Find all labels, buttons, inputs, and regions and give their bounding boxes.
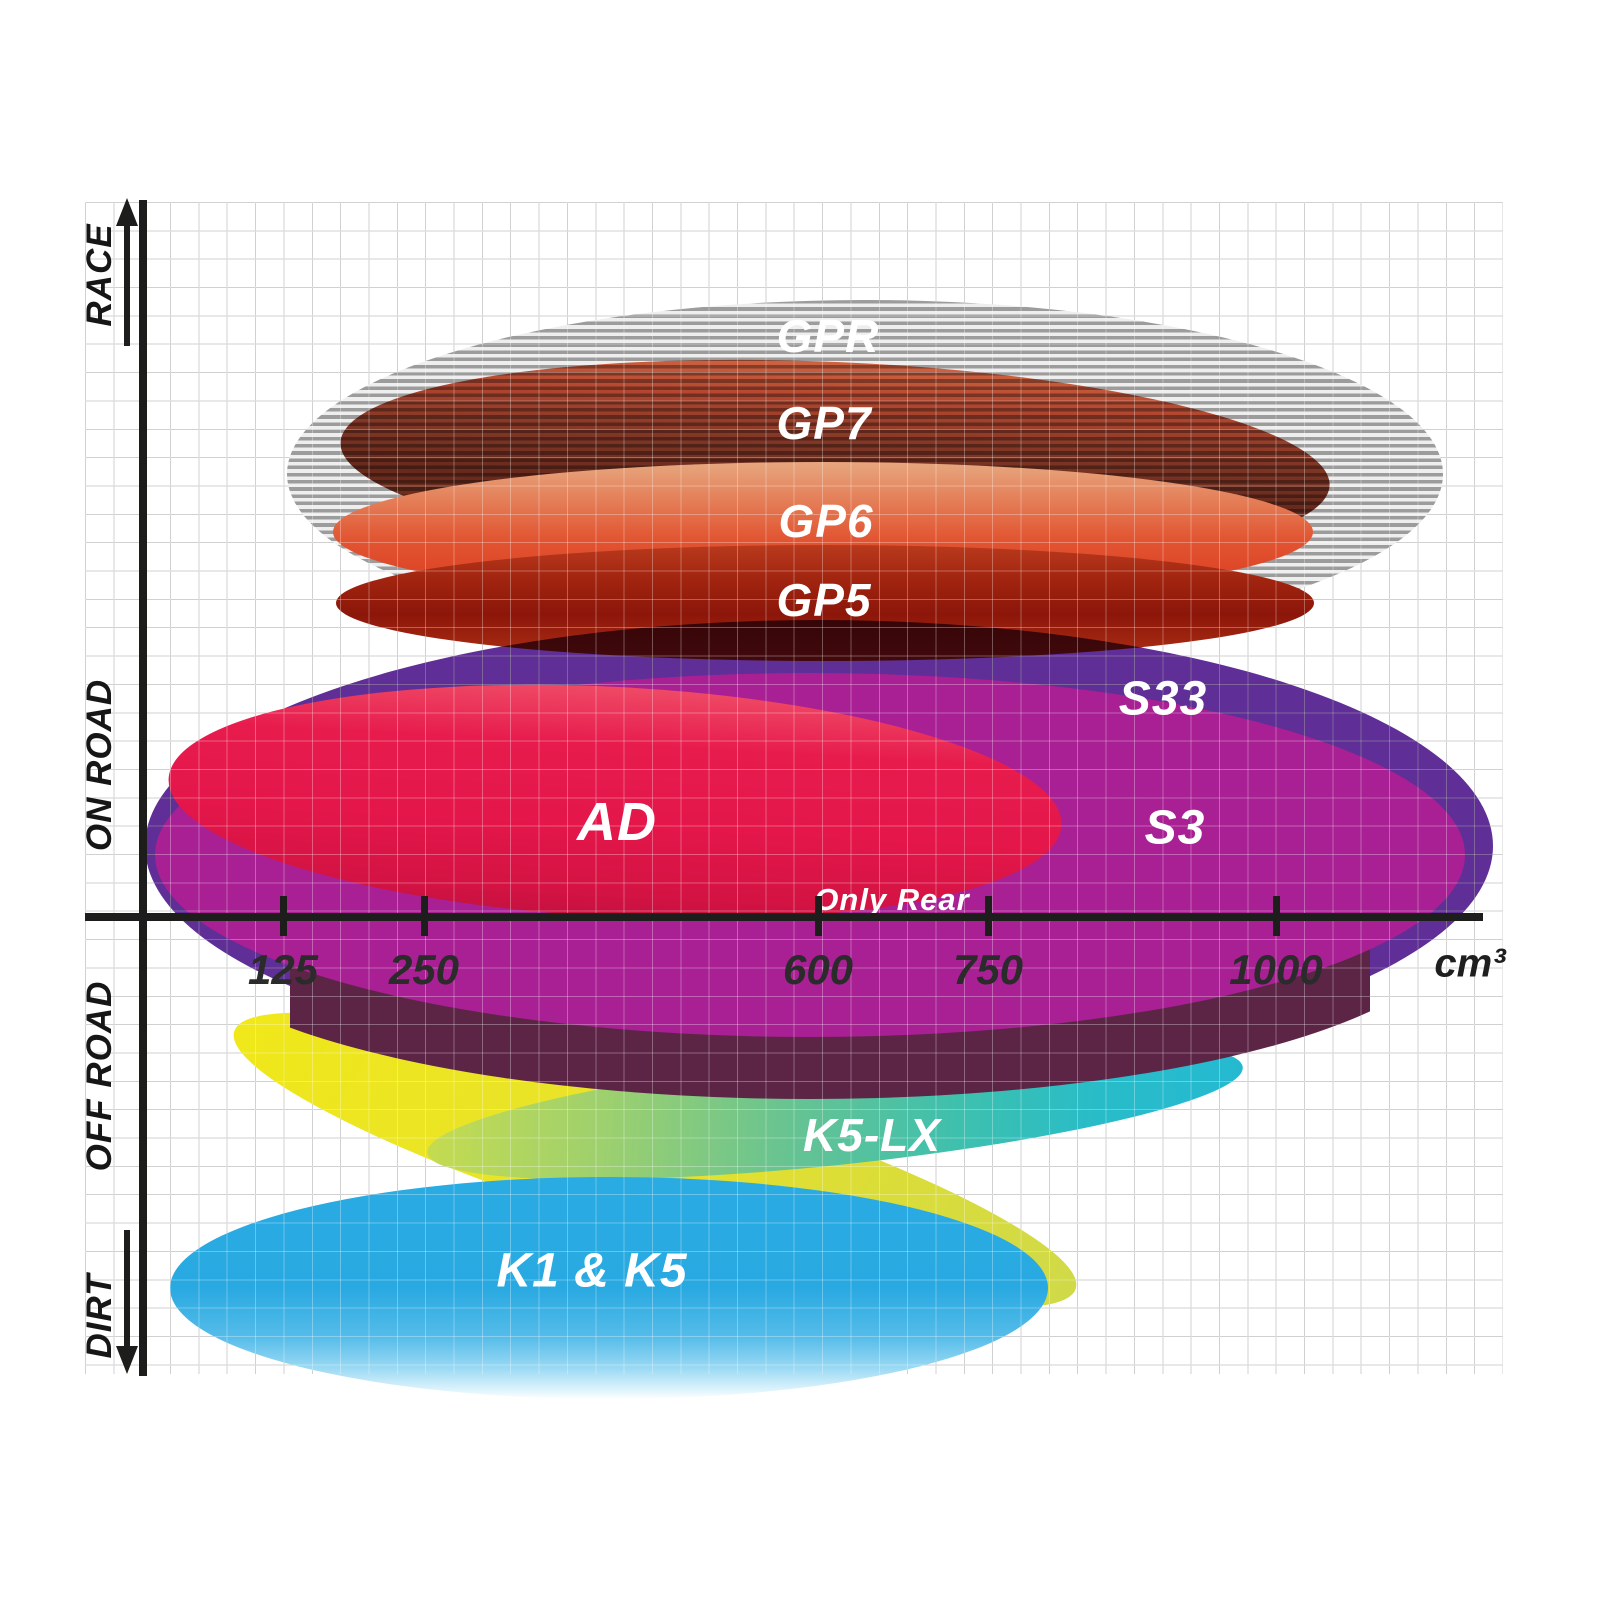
x-tick-mark bbox=[1273, 896, 1280, 936]
label-gpr: GPR bbox=[776, 310, 880, 362]
dirt-down-arrowhead-icon bbox=[116, 1346, 138, 1374]
y-category-off-road: OFF ROAD bbox=[80, 980, 119, 1172]
race-up-arrowhead-icon bbox=[116, 198, 138, 226]
label-gp7: GP7 bbox=[776, 397, 872, 449]
plot-area: GPR GP7 GP6 GP5 S33 S3 AD Only Rear K5-L… bbox=[85, 202, 1503, 1399]
x-tick-mark bbox=[421, 896, 428, 936]
label-s33: S33 bbox=[1118, 672, 1208, 726]
y-category-dirt: DIRT bbox=[80, 1273, 119, 1359]
dirt-down-arrow-icon bbox=[124, 1230, 130, 1346]
x-tick-label: 1000 bbox=[1229, 946, 1323, 993]
label-gp6: GP6 bbox=[778, 495, 874, 547]
x-tick-label: 125 bbox=[247, 946, 319, 993]
label-s3: S3 bbox=[1144, 801, 1206, 855]
x-tick-label: 600 bbox=[782, 946, 854, 993]
race-up-arrow-icon bbox=[124, 226, 130, 346]
x-tick-mark bbox=[815, 896, 822, 936]
x-tick-label: 750 bbox=[952, 946, 1024, 993]
x-tick-mark bbox=[985, 896, 992, 936]
label-ad: AD bbox=[577, 792, 657, 852]
y-category-race: RACE bbox=[80, 223, 119, 327]
label-k5lx: K5-LX bbox=[803, 1109, 941, 1161]
x-axis-unit: cm³ bbox=[1434, 941, 1506, 986]
x-tick-label: 250 bbox=[388, 946, 460, 993]
y-category-on-road: ON ROAD bbox=[80, 678, 119, 852]
y-axis-line bbox=[139, 200, 147, 1376]
label-k1k5: K1 & K5 bbox=[496, 1244, 688, 1298]
label-gp5: GP5 bbox=[776, 574, 872, 626]
x-tick-mark bbox=[280, 896, 287, 936]
